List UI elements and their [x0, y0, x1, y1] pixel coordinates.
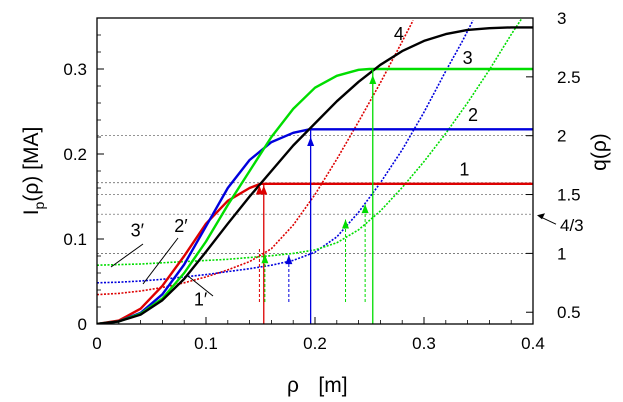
radius-marker-arrow	[285, 255, 293, 265]
current-profile-4	[97, 26, 533, 324]
radius-marker-arrow	[260, 185, 268, 195]
current-profile-1	[97, 182, 533, 324]
radius-marker-arrow	[361, 204, 369, 214]
curve-label-2: 2	[468, 105, 478, 125]
y-right-tick-label: 0.5	[557, 303, 581, 322]
y-left-tick-label: 0	[78, 315, 87, 334]
y-right-axis-title: q(ρ)	[588, 133, 611, 171]
radius-marker-arrow	[342, 219, 350, 229]
x-tick-label: 0.1	[194, 334, 218, 353]
curve-label-1′: 1′	[194, 289, 208, 309]
x-axis-label: ρ	[287, 374, 299, 397]
y-left-tick-label: 0.1	[63, 230, 87, 249]
radius-marker-arrow	[369, 74, 377, 84]
y-right-tick-label: 2.5	[557, 68, 581, 87]
y-left-axis-label: Ip(ρ) [MA]	[20, 127, 47, 216]
data-curves	[97, 18, 533, 324]
annotation-4-3: 4/3	[560, 216, 584, 235]
q-profile-1′	[97, 20, 414, 296]
x-tick-label: 0.3	[412, 334, 436, 353]
curve-labels: 1 2 3 4 3′ 2′ 1′	[110, 24, 478, 309]
y-right-tick-label: 1	[557, 244, 566, 263]
q-profile-2′	[97, 20, 474, 284]
y-left-tick-label: 0.2	[63, 145, 87, 164]
curve-label-leader	[142, 237, 179, 285]
y-left-axis-title: Ip(ρ) [MA]	[20, 127, 47, 216]
radius-marker-arrow	[261, 254, 269, 264]
annotation-arrowhead	[537, 213, 545, 220]
curve-label-leader	[187, 275, 214, 297]
y-right-tick-label: 3	[557, 9, 566, 28]
axes: 0 0.1 0.2 0.3 0.5 1 1.5 2 2.5 3 0 0.1 0.2 0.3 0.4 4/3 ρ […	[20, 9, 611, 397]
x-tick-label: 0.2	[303, 334, 327, 353]
x-tick-label: 0	[92, 334, 101, 353]
x-tick-label: 0.4	[521, 334, 545, 353]
radius-markers	[255, 69, 377, 324]
y-right-tick-label: 2	[557, 127, 566, 146]
curve-label-leader	[110, 243, 144, 268]
y-left-tick-label: 0.3	[63, 60, 87, 79]
y-right-tick-label: 1.5	[557, 186, 581, 205]
curve-label-3: 3	[463, 48, 473, 68]
radius-marker-arrow	[307, 137, 315, 146]
curve-label-1: 1	[459, 159, 469, 179]
x-axis-unit: [m]	[318, 374, 347, 397]
q-profile-3′	[97, 18, 523, 266]
curve-label-4: 4	[394, 24, 404, 44]
curve-label-2′: 2′	[174, 216, 188, 236]
curve-label-3′: 3′	[131, 220, 145, 240]
y-right-axis-label: q(ρ)	[588, 133, 611, 171]
